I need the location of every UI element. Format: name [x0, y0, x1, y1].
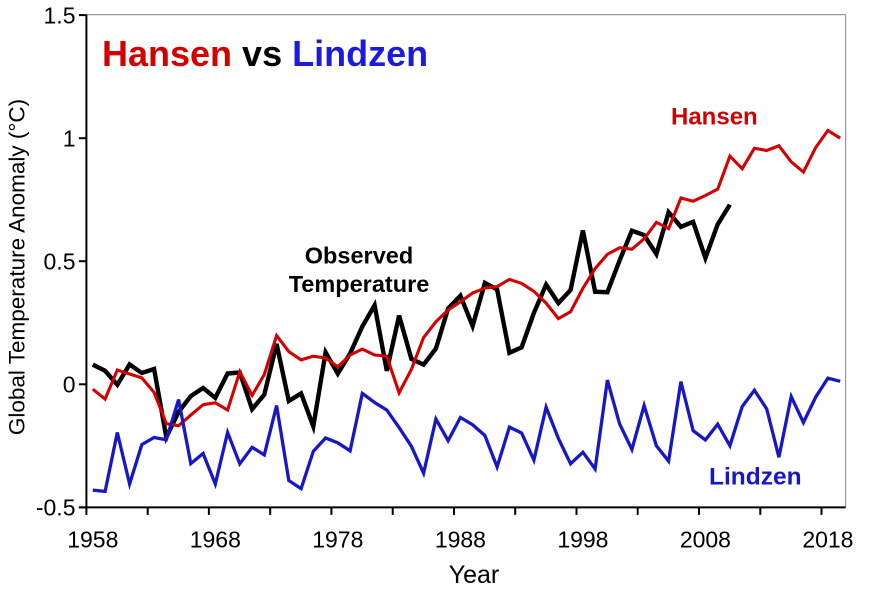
svg-text:Global Temperature Anomaly (°C: Global Temperature Anomaly (°C) [5, 99, 30, 435]
svg-text:1978: 1978 [312, 527, 363, 553]
svg-text:2008: 2008 [680, 527, 731, 553]
svg-text:Lindzen: Lindzen [709, 464, 802, 491]
svg-text:Temperature: Temperature [289, 271, 430, 297]
svg-text:0.5: 0.5 [44, 249, 76, 275]
svg-text:Hansen: Hansen [671, 104, 758, 131]
svg-text:-0.5: -0.5 [36, 495, 76, 521]
svg-text:Year: Year [449, 561, 500, 589]
svg-text:Hansen vs Lindzen: Hansen vs Lindzen [102, 33, 428, 74]
svg-text:Observed: Observed [305, 243, 413, 269]
svg-text:1.5: 1.5 [44, 2, 76, 28]
svg-text:0: 0 [63, 372, 76, 398]
svg-text:1988: 1988 [435, 527, 486, 553]
svg-text:1958: 1958 [67, 527, 118, 553]
svg-text:1968: 1968 [190, 527, 241, 553]
svg-text:1998: 1998 [557, 527, 608, 553]
svg-text:2018: 2018 [802, 527, 853, 553]
svg-text:1: 1 [63, 126, 76, 152]
